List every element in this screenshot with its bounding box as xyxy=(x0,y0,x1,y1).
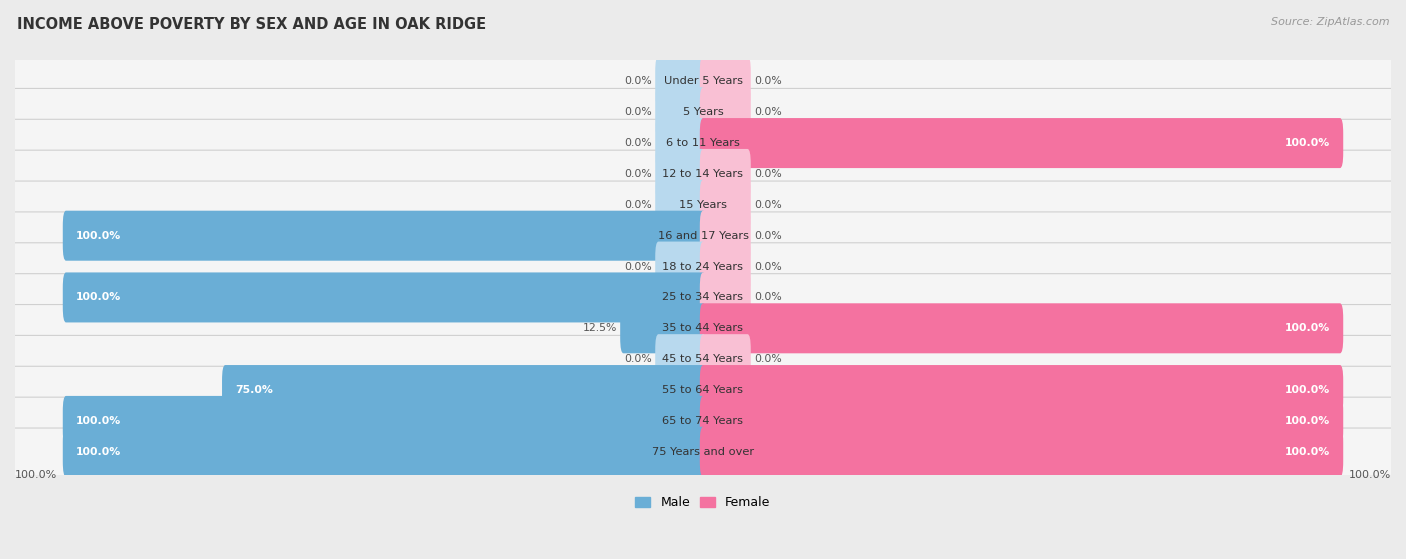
Text: 55 to 64 Years: 55 to 64 Years xyxy=(662,385,744,395)
FancyBboxPatch shape xyxy=(620,304,706,353)
Text: 100.0%: 100.0% xyxy=(15,470,58,480)
Text: 100.0%: 100.0% xyxy=(1348,470,1391,480)
Text: 12 to 14 Years: 12 to 14 Years xyxy=(662,169,744,179)
FancyBboxPatch shape xyxy=(13,150,1393,198)
FancyBboxPatch shape xyxy=(655,118,706,168)
Text: 0.0%: 0.0% xyxy=(754,231,782,241)
Text: 100.0%: 100.0% xyxy=(1285,323,1330,333)
Text: 100.0%: 100.0% xyxy=(76,231,121,241)
FancyBboxPatch shape xyxy=(700,118,1343,168)
Text: 6 to 11 Years: 6 to 11 Years xyxy=(666,138,740,148)
FancyBboxPatch shape xyxy=(13,243,1393,290)
FancyBboxPatch shape xyxy=(700,56,751,106)
Text: 0.0%: 0.0% xyxy=(754,200,782,210)
FancyBboxPatch shape xyxy=(13,397,1393,445)
Legend: Male, Female: Male, Female xyxy=(630,491,776,514)
Text: 15 Years: 15 Years xyxy=(679,200,727,210)
Text: 75.0%: 75.0% xyxy=(235,385,273,395)
FancyBboxPatch shape xyxy=(700,365,1343,415)
Text: 18 to 24 Years: 18 to 24 Years xyxy=(662,262,744,272)
FancyBboxPatch shape xyxy=(13,335,1393,383)
Text: 0.0%: 0.0% xyxy=(754,107,782,117)
Text: 100.0%: 100.0% xyxy=(76,292,121,302)
Text: 12.5%: 12.5% xyxy=(582,323,617,333)
FancyBboxPatch shape xyxy=(63,272,706,323)
FancyBboxPatch shape xyxy=(700,180,751,230)
Text: 0.0%: 0.0% xyxy=(754,292,782,302)
Text: 35 to 44 Years: 35 to 44 Years xyxy=(662,323,744,333)
FancyBboxPatch shape xyxy=(63,211,706,260)
FancyBboxPatch shape xyxy=(655,241,706,292)
Text: 100.0%: 100.0% xyxy=(1285,447,1330,457)
FancyBboxPatch shape xyxy=(13,274,1393,321)
Text: 5 Years: 5 Years xyxy=(683,107,723,117)
FancyBboxPatch shape xyxy=(13,58,1393,105)
FancyBboxPatch shape xyxy=(13,181,1393,229)
Text: 100.0%: 100.0% xyxy=(1285,385,1330,395)
Text: INCOME ABOVE POVERTY BY SEX AND AGE IN OAK RIDGE: INCOME ABOVE POVERTY BY SEX AND AGE IN O… xyxy=(17,17,486,32)
Text: 100.0%: 100.0% xyxy=(1285,138,1330,148)
Text: 0.0%: 0.0% xyxy=(754,169,782,179)
FancyBboxPatch shape xyxy=(13,366,1393,414)
FancyBboxPatch shape xyxy=(13,428,1393,476)
Text: 0.0%: 0.0% xyxy=(624,77,652,86)
FancyBboxPatch shape xyxy=(700,396,1343,446)
Text: 25 to 34 Years: 25 to 34 Years xyxy=(662,292,744,302)
FancyBboxPatch shape xyxy=(655,180,706,230)
FancyBboxPatch shape xyxy=(655,56,706,106)
FancyBboxPatch shape xyxy=(655,149,706,199)
Text: 100.0%: 100.0% xyxy=(76,447,121,457)
Text: 0.0%: 0.0% xyxy=(624,200,652,210)
FancyBboxPatch shape xyxy=(700,272,751,323)
FancyBboxPatch shape xyxy=(700,149,751,199)
FancyBboxPatch shape xyxy=(700,241,751,292)
Text: 75 Years and over: 75 Years and over xyxy=(652,447,754,457)
Text: 100.0%: 100.0% xyxy=(1285,416,1330,426)
FancyBboxPatch shape xyxy=(222,365,706,415)
FancyBboxPatch shape xyxy=(63,396,706,446)
Text: Under 5 Years: Under 5 Years xyxy=(664,77,742,86)
Text: 0.0%: 0.0% xyxy=(624,169,652,179)
Text: 0.0%: 0.0% xyxy=(754,77,782,86)
FancyBboxPatch shape xyxy=(700,211,751,260)
Text: 0.0%: 0.0% xyxy=(624,262,652,272)
Text: 0.0%: 0.0% xyxy=(754,354,782,364)
Text: 0.0%: 0.0% xyxy=(624,138,652,148)
FancyBboxPatch shape xyxy=(63,427,706,477)
Text: 45 to 54 Years: 45 to 54 Years xyxy=(662,354,744,364)
FancyBboxPatch shape xyxy=(655,87,706,137)
Text: 65 to 74 Years: 65 to 74 Years xyxy=(662,416,744,426)
FancyBboxPatch shape xyxy=(13,212,1393,259)
Text: 100.0%: 100.0% xyxy=(76,416,121,426)
Text: Source: ZipAtlas.com: Source: ZipAtlas.com xyxy=(1271,17,1389,27)
FancyBboxPatch shape xyxy=(13,88,1393,136)
FancyBboxPatch shape xyxy=(13,305,1393,352)
FancyBboxPatch shape xyxy=(700,334,751,384)
FancyBboxPatch shape xyxy=(13,119,1393,167)
Text: 0.0%: 0.0% xyxy=(754,262,782,272)
FancyBboxPatch shape xyxy=(700,427,1343,477)
FancyBboxPatch shape xyxy=(700,87,751,137)
FancyBboxPatch shape xyxy=(655,334,706,384)
Text: 0.0%: 0.0% xyxy=(624,107,652,117)
Text: 0.0%: 0.0% xyxy=(624,354,652,364)
Text: 16 and 17 Years: 16 and 17 Years xyxy=(658,231,748,241)
FancyBboxPatch shape xyxy=(700,304,1343,353)
